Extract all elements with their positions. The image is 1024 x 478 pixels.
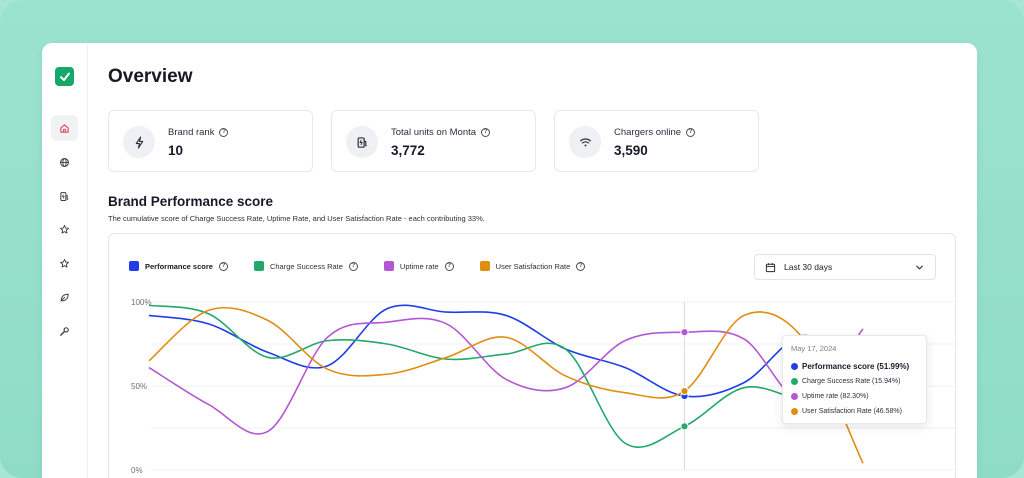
tooltip-dot [791, 363, 798, 370]
stat-label: Brand rank ? [168, 127, 229, 138]
series-line-1 [148, 304, 864, 449]
stat-card-chargers-online: Chargers online ? 3,590 [554, 110, 759, 172]
check-icon [59, 72, 70, 81]
star-icon [60, 224, 69, 234]
sidebar-item-favorites[interactable] [51, 216, 78, 242]
charger-icon [60, 191, 69, 201]
tooltip-row-uptime: Uptime rate (82.30%) [791, 393, 869, 400]
sidebar-item-home[interactable] [51, 115, 78, 141]
sidebar-item-settings[interactable] [51, 318, 78, 344]
series-line-3 [148, 307, 864, 464]
star-icon [60, 258, 69, 268]
main-content: Overview Brand rank ? 10 [108, 43, 977, 478]
legend-item-charge-success[interactable]: Charge Success Rate ? [253, 261, 358, 271]
date-range-value: Last 30 days [784, 262, 833, 272]
stat-value: 3,590 [614, 143, 648, 158]
legend-swatch [479, 261, 490, 271]
hover-point-2[interactable] [680, 328, 689, 337]
date-range-select[interactable]: Last 30 days [754, 254, 936, 280]
help-icon[interactable]: ? [218, 261, 228, 271]
hover-point-3[interactable] [680, 386, 689, 396]
sidebar [42, 43, 88, 478]
tooltip-dot [791, 378, 798, 385]
page-title: Overview [108, 66, 193, 87]
legend-item-satisfaction[interactable]: User Satisfaction Rate ? [479, 261, 586, 271]
wrench-icon [60, 326, 69, 336]
help-icon[interactable]: ? [444, 261, 454, 271]
section-title: Brand Performance score [108, 194, 274, 209]
tooltip-row-charge: Charge Success Rate (15.94%) [791, 378, 900, 385]
tooltip-dot [791, 393, 798, 400]
tooltip-row-performance: Performance score (51.99%) [791, 362, 909, 371]
legend-swatch [383, 261, 394, 271]
app-window: Overview Brand rank ? 10 [42, 43, 977, 478]
home-icon [60, 123, 69, 133]
y-tick-label: 100% [131, 298, 151, 307]
stat-card-brand-rank: Brand rank ? 10 [108, 110, 313, 172]
hover-point-1[interactable] [680, 422, 689, 431]
performance-chart-card: 100% 50% 0% Performance score ? Charge Suc… [108, 233, 957, 478]
section-description: The cumulative score of Charge Success R… [108, 214, 485, 223]
sidebar-item-globe[interactable] [51, 149, 78, 175]
sidebar-item-sustainability[interactable] [51, 284, 78, 310]
y-tick-label: 0% [131, 466, 143, 475]
monta-logo[interactable] [55, 67, 74, 86]
chart-tooltip: May 17, 2024 Performance score (51.99%) … [782, 335, 927, 424]
stat-label: Total units on Monta ? [391, 127, 491, 138]
legend-item-uptime[interactable]: Uptime rate ? [383, 261, 454, 271]
sidebar-item-chargers[interactable] [51, 183, 78, 209]
help-icon[interactable]: ? [348, 261, 358, 271]
series-line-2 [148, 317, 864, 435]
help-icon[interactable]: ? [576, 261, 586, 271]
stat-card-total-units: Total units on Monta ? 3,772 [331, 110, 536, 172]
tooltip-dot [791, 408, 798, 415]
series-line-0 [148, 304, 864, 398]
calendar-icon [765, 262, 776, 272]
chevron-down-icon [916, 265, 923, 270]
y-tick-label: 50% [131, 382, 147, 391]
legend-swatch [129, 261, 139, 271]
performance-line-chart: 100% 50% 0% [131, 298, 957, 475]
globe-icon [60, 157, 69, 167]
legend-item-performance[interactable]: Performance score ? [129, 261, 228, 271]
help-icon[interactable]: ? [481, 128, 491, 137]
legend-swatch [253, 261, 264, 271]
leaf-icon [60, 293, 69, 301]
lightning-icon [123, 126, 155, 158]
stat-value: 3,772 [391, 143, 425, 158]
chart-legend: Performance score ? Charge Success Rate … [129, 261, 586, 271]
stat-label: Chargers online ? [614, 127, 696, 138]
tooltip-row-satisfaction: User Satisfaction Rate (46.58%) [791, 408, 902, 415]
wifi-icon [569, 126, 601, 158]
help-icon[interactable]: ? [219, 128, 229, 137]
stat-value: 10 [168, 143, 184, 158]
sidebar-item-ratings[interactable] [51, 250, 78, 276]
charger-icon [346, 126, 378, 158]
tooltip-date: May 17, 2024 [791, 344, 837, 353]
help-icon[interactable]: ? [686, 128, 696, 137]
